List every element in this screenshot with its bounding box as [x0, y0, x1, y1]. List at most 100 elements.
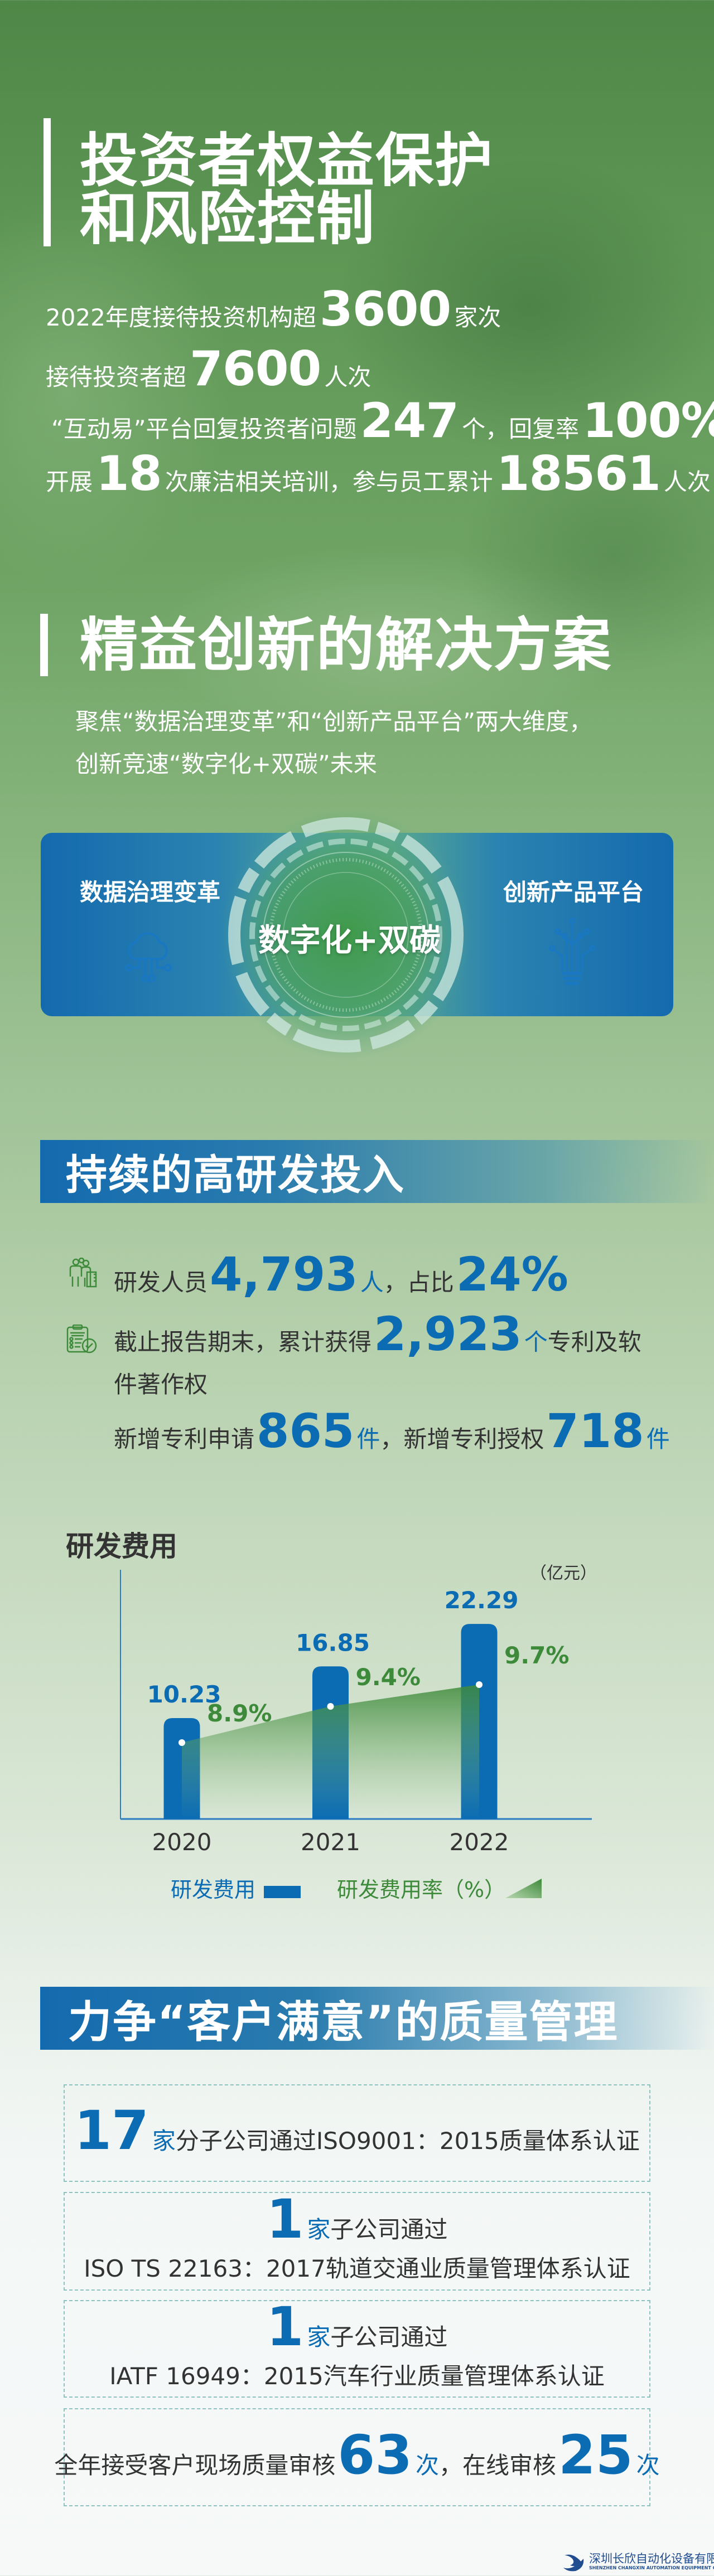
year-tick-label: 2020: [152, 1828, 212, 1856]
stat-institutions: 2022年度接待投资机构超 3600 家次: [46, 282, 501, 337]
row-text: ，占比: [383, 1269, 454, 1296]
changxin-logo-icon: [563, 2554, 584, 2572]
stat-investors: 接待投资者超 7600 人次: [46, 341, 371, 397]
researchers-icon: [69, 1258, 97, 1288]
row-text: 件著作权: [114, 1371, 208, 1398]
new-patents-row: 新增专利申请 865 件 ，新增专利授权 718 件: [114, 1403, 670, 1459]
quality-number: 1: [266, 2188, 304, 2250]
quality-text: 子公司通过: [330, 2216, 448, 2243]
rate-value-label: 9.7%: [504, 1642, 569, 1669]
patents-row-continued: 件著作权: [114, 1357, 208, 1413]
stat-text: 个，回复率: [462, 415, 580, 443]
section1-title-line2: 和风险控制: [80, 185, 376, 253]
chart-title: 研发费用: [66, 1530, 177, 1563]
quality-number: 1: [266, 2296, 304, 2358]
cloud-network-icon: [125, 932, 172, 982]
stat-platform-replies: “互动易”平台回复投资者问题 247 个，回复率 100%: [51, 393, 714, 449]
row-text: 专利及软: [547, 1328, 641, 1356]
rate-value-label: 8.9%: [207, 1700, 272, 1727]
stat-number: 7600: [190, 341, 321, 397]
row-unit: 件: [646, 1425, 670, 1453]
stat-text: 2022年度接待投资机构超: [46, 304, 316, 331]
section4-header: 力争“客户满意”的质量管理: [40, 1987, 714, 2050]
rd-staff-row: 研发人员 4,793 人 ，占比 24%: [114, 1246, 571, 1302]
section2-subtitle-line2: 创新竞速“数字化+双碳”未来: [75, 750, 377, 778]
quality-line: ISO TS 22163：2017轨道交通业质量管理体系认证: [84, 2255, 630, 2282]
row-number: 2,923: [374, 1307, 522, 1361]
quality-box-iso-ts22163: 1 家 子公司通过 ISO TS 22163：2017轨道交通业质量管理体系认证: [64, 2192, 650, 2291]
quality-line: 1 家 子公司通过: [266, 2296, 448, 2358]
quality-unit: 家: [307, 2323, 331, 2351]
circuit-lightbulb-icon: [549, 918, 596, 985]
year-tick-label: 2021: [301, 1828, 360, 1856]
stat-training: 开展 18 次廉洁相关培训，参与员工累计 18561 人次: [46, 446, 711, 502]
rate-area: [182, 1685, 479, 1819]
quality-line: IATF 16949：2015汽车行业质量管理体系认证: [109, 2362, 605, 2390]
row-text: ，新增专利授权: [380, 1425, 544, 1453]
section1-title-line1: 投资者权益保护: [80, 127, 494, 195]
company-name-cn: 深圳长欣自动化设备有限公司: [589, 2552, 714, 2565]
stat-unit: 家次: [454, 304, 501, 331]
bar-value-label: 22.29: [445, 1587, 519, 1614]
row-number: 4,793: [210, 1247, 358, 1302]
quality-line: 17 家 分子公司通过ISO9001：2015质量体系认证: [74, 2099, 640, 2162]
row-number: 24%: [456, 1247, 568, 1302]
stat-text: 接待投资者超: [46, 363, 187, 391]
rd-expense-chart: （亿元） 10.23 2020 16.85 2021 22.29 2022 8.9% 9.4%…: [120, 1564, 597, 1902]
row-number: 718: [546, 1404, 644, 1458]
stat-number: 18: [96, 446, 162, 502]
legend-area-swatch: [505, 1879, 542, 1898]
legend-bar-label: 研发费用: [171, 1878, 255, 1902]
patents-row: 截止报告期末，累计获得 2,923 个 专利及软: [114, 1306, 641, 1362]
quality-box-iso9001: 17 家 分子公司通过ISO9001：2015质量体系认证: [64, 2084, 650, 2182]
quality-text: 全年接受客户现场质量审核: [54, 2451, 336, 2479]
quality-line: 全年接受客户现场质量审核 63 次 ，在线审核 25 次: [54, 2423, 660, 2486]
quality-unit: 家: [152, 2127, 176, 2155]
stat-number: 18561: [496, 446, 661, 502]
section3-header: 持续的高研发投入: [40, 1140, 714, 1203]
patent-clipboard-icon: [66, 1325, 97, 1354]
legend-bar-swatch: [264, 1886, 301, 1898]
quality-text: 子公司通过: [330, 2323, 448, 2351]
innovation-platform-label: 创新产品平台: [503, 879, 644, 906]
digital-dual-carbon-label: 数字化+双碳: [258, 923, 441, 959]
row-unit: 件: [356, 1425, 380, 1453]
legend-area-label: 研发费用率（%）: [337, 1878, 505, 1902]
title-accent-bar: [40, 614, 48, 676]
stat-text: “互动易”平台回复投资者问题: [51, 415, 357, 443]
section3-title: 持续的高研发投入: [66, 1151, 405, 1199]
stat-unit: 人次: [324, 363, 372, 391]
rate-point: [178, 1739, 185, 1746]
data-governance-label: 数据治理变革: [80, 879, 221, 906]
quality-unit: 次: [636, 2451, 660, 2479]
quality-box-iatf16949: 1 家 子公司通过 IATF 16949：2015汽车行业质量管理体系认证: [64, 2300, 650, 2398]
stat-text: 开展: [46, 468, 93, 496]
quality-line: 1 家 子公司通过: [266, 2188, 448, 2250]
row-text: 新增专利申请: [114, 1425, 255, 1453]
quality-unit: 次: [415, 2451, 439, 2479]
rate-point: [476, 1681, 483, 1688]
section2-title: 精益创新的解决方案: [80, 611, 612, 679]
quality-box-audits: 全年接受客户现场质量审核 63 次 ，在线审核 25 次: [54, 2408, 660, 2506]
row-unit: 个: [524, 1328, 548, 1356]
stat-number: 3600: [319, 282, 451, 337]
quality-text: ，在线审核: [439, 2451, 557, 2479]
row-unit: 人: [360, 1269, 384, 1296]
quality-number: 63: [337, 2423, 412, 2486]
unit-label: （亿元）: [530, 1564, 597, 1583]
digital-ring-graphic: [220, 809, 471, 1060]
stat-unit: 人次: [663, 468, 711, 496]
rate-value-label: 9.4%: [356, 1663, 421, 1691]
year-tick-label: 2022: [450, 1828, 509, 1856]
section4-title: 力争“客户满意”的质量管理: [68, 1997, 619, 2048]
rate-point: [327, 1703, 334, 1710]
quality-number: 17: [74, 2099, 149, 2162]
title-accent-bar: [44, 118, 51, 246]
stat-number: 247: [360, 393, 460, 449]
quality-text: 分子公司通过ISO9001：2015质量体系认证: [175, 2127, 640, 2155]
row-text: 截止报告期末，累计获得: [114, 1328, 372, 1356]
quality-number: 25: [558, 2423, 633, 2486]
stat-text: 次廉洁相关培训，参与员工累计: [165, 468, 493, 496]
stat-number: 100%: [582, 393, 714, 449]
company-logo: 深圳长欣自动化设备有限公司 SHENZHEN CHANGXIN AUTOMATI…: [562, 2551, 714, 2572]
